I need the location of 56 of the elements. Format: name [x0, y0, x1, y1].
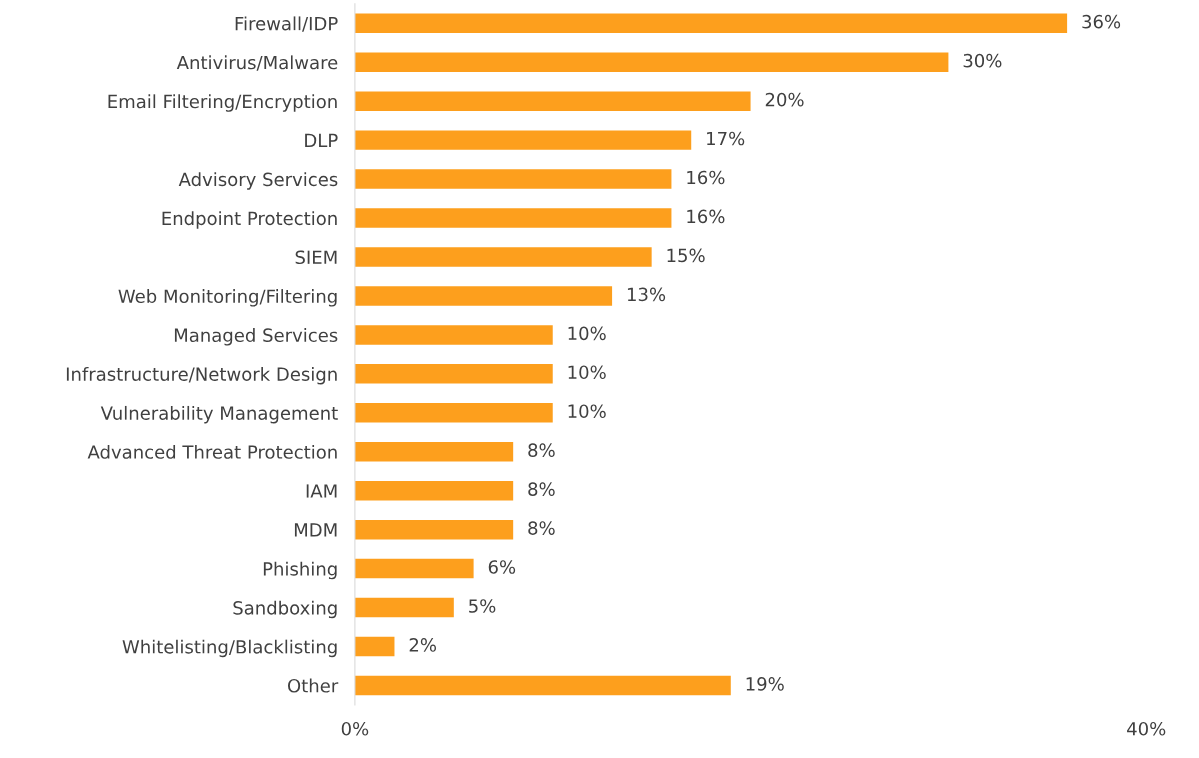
y-tick-label: Advanced Threat Protection	[87, 444, 337, 459]
data-label: 5%	[469, 599, 496, 613]
bar	[354, 364, 553, 384]
bar	[354, 675, 731, 696]
bar	[354, 169, 672, 189]
y-tick-label: Advisory Services	[178, 172, 338, 190]
data-label: 8%	[528, 521, 555, 535]
data-label: 6%	[488, 560, 516, 574]
bar	[354, 52, 949, 72]
y-tick-label: Firewall/IDP	[235, 16, 338, 32]
y-tick-label: Other	[287, 678, 339, 693]
bar	[354, 91, 751, 111]
bar	[354, 636, 395, 657]
data-label: 17%	[707, 131, 745, 146]
bar	[354, 325, 553, 345]
data-label: 36%	[1082, 14, 1121, 29]
data-label: 15%	[667, 248, 705, 263]
y-tick-label: Antivirus/Malware	[176, 55, 338, 71]
bar	[354, 130, 692, 150]
bar	[354, 442, 514, 462]
data-label: 8%	[528, 482, 555, 496]
data-label: 2%	[409, 638, 437, 652]
bar	[354, 286, 613, 306]
bar	[354, 480, 514, 501]
data-label: 8%	[528, 443, 555, 457]
bar	[354, 208, 672, 228]
data-label: 13%	[627, 287, 666, 302]
data-label: 16%	[687, 209, 725, 224]
bar	[354, 558, 474, 579]
y-tick-label: DLP	[305, 133, 338, 147]
x-tick-label: 40%	[1127, 721, 1166, 736]
y-tick-label: Managed Services	[174, 328, 338, 346]
y-tick-label: Web Monitoring/Filtering	[118, 289, 337, 307]
bar	[354, 13, 1068, 33]
bar	[354, 403, 553, 423]
x-tick-label: 0%	[341, 721, 369, 736]
y-tick-label: Phishing	[263, 561, 337, 580]
y-tick-label: Endpoint Protection	[162, 211, 337, 229]
data-label: 10%	[568, 326, 606, 341]
data-label: 30%	[963, 53, 1002, 68]
bar	[354, 597, 454, 618]
y-tick-label: Vulnerability Management	[100, 405, 338, 424]
y-tick-label: MDM	[294, 523, 337, 537]
data-label: 10%	[568, 404, 606, 419]
bar	[354, 247, 652, 267]
data-label: 20%	[765, 92, 804, 107]
data-label: 16%	[687, 170, 725, 185]
data-label: 10%	[568, 365, 606, 380]
y-tick-label: Sandboxing	[233, 600, 337, 619]
y-tick-label: Email Filtering/Encryption	[108, 94, 337, 112]
bar	[354, 519, 514, 540]
data-label: 19%	[746, 677, 784, 691]
y-tick-label: SIEM	[295, 250, 337, 265]
y-tick-label: IAM	[306, 484, 337, 498]
y-tick-label: Whitelisting/Blacklisting	[122, 639, 337, 658]
y-tick-label: Infrastructure/Network Design	[66, 366, 337, 385]
